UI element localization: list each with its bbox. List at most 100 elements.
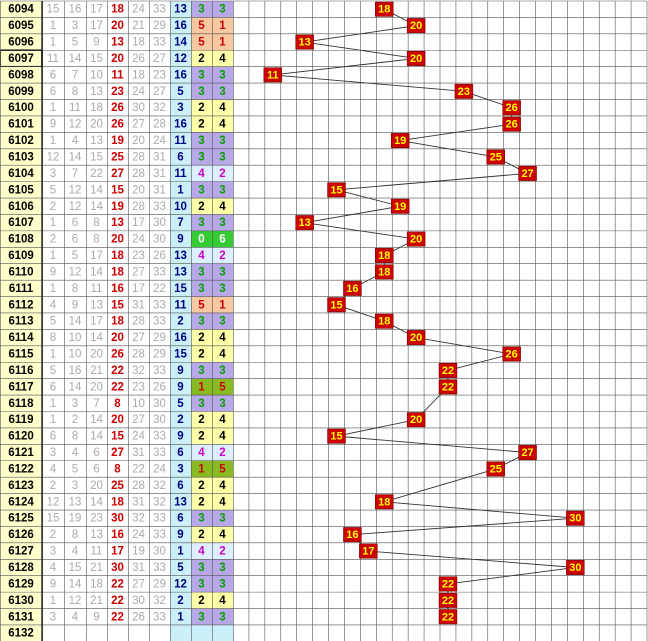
ratio-b: 4 xyxy=(219,201,226,213)
ratio-a: 4 xyxy=(198,546,205,558)
draw-number: 24 xyxy=(132,431,145,443)
draw-number: 14 xyxy=(69,53,82,65)
draw-number: 15 xyxy=(47,513,60,525)
special-cell-bg xyxy=(170,329,191,346)
special-number: 9 xyxy=(177,431,183,443)
ratio-cell-bg xyxy=(191,477,233,494)
trend-marker xyxy=(295,215,314,231)
ratio-cell-bg xyxy=(191,296,233,313)
draw-number: 10 xyxy=(90,69,103,81)
special-cell-bg xyxy=(170,198,191,215)
draw-number: 4 xyxy=(72,611,79,623)
draw-number: 28 xyxy=(132,151,145,163)
period-label: 6131 xyxy=(8,611,34,623)
draw-number: 14 xyxy=(90,184,103,196)
special-number: 9 xyxy=(177,365,183,377)
ratio-cell-bg xyxy=(191,510,233,527)
draw-number: 27 xyxy=(153,86,166,98)
ratio-a: 3 xyxy=(198,316,204,328)
draw-number: 16 xyxy=(69,4,82,16)
draw-number: 23 xyxy=(153,69,166,81)
draw-number: 25 xyxy=(111,480,124,492)
draw-number: 33 xyxy=(153,201,166,213)
ratio-cell-bg xyxy=(191,345,233,363)
trend-marker xyxy=(502,346,521,362)
period-cell-bg xyxy=(0,1,42,18)
ratio-b: 4 xyxy=(219,332,226,344)
trend-line-segment xyxy=(400,123,512,142)
draw-number: 7 xyxy=(72,69,78,81)
draw-number: 30 xyxy=(153,234,166,246)
draw-number: 18 xyxy=(132,69,145,81)
trend-marker xyxy=(406,51,426,66)
period-label: 6102 xyxy=(8,135,34,147)
ratio-b: 2 xyxy=(219,447,225,459)
draw-number: 28 xyxy=(132,316,145,328)
draw-number: 27 xyxy=(111,447,124,459)
ratio-b: 3 xyxy=(219,316,225,328)
ratio-b: 1 xyxy=(219,299,226,311)
draw-number: 18 xyxy=(90,102,103,114)
ratio-cell-bg xyxy=(191,378,233,396)
period-label: 6112 xyxy=(9,299,34,311)
period-cell-bg xyxy=(0,460,42,478)
trend-marker-label: 18 xyxy=(378,266,390,278)
special-cell-bg xyxy=(170,132,191,149)
special-number: 9 xyxy=(177,381,183,393)
trend-line-segment xyxy=(368,550,576,568)
period-cell-bg xyxy=(0,99,42,116)
trend-marker-label: 25 xyxy=(490,151,502,163)
ratio-cell-bg xyxy=(191,165,233,182)
special-cell-bg xyxy=(170,280,191,297)
draw-number: 7 xyxy=(93,398,99,410)
period-cell-bg xyxy=(0,477,42,494)
ratio-b: 4 xyxy=(219,414,226,426)
draw-number: 17 xyxy=(111,546,124,558)
draw-number: 3 xyxy=(72,398,78,410)
draw-number: 13 xyxy=(90,529,103,541)
ratio-cell-bg xyxy=(191,50,233,67)
ratio-b: 3 xyxy=(219,562,225,574)
draw-number: 6 xyxy=(50,69,56,81)
ratio-b: 4 xyxy=(219,53,226,65)
period-cell-bg xyxy=(0,575,42,593)
ratio-cell-bg xyxy=(191,66,233,84)
draw-number: 3 xyxy=(50,447,56,459)
draw-number: 22 xyxy=(111,578,124,590)
special-cell-bg xyxy=(170,148,191,166)
trend-marker xyxy=(486,149,505,165)
draw-number: 32 xyxy=(153,480,166,492)
period-label: 6109 xyxy=(8,250,34,262)
trend-line-segment xyxy=(447,567,576,585)
ratio-b: 4 xyxy=(219,496,226,508)
draw-number: 31 xyxy=(132,299,145,311)
draw-number: 33 xyxy=(153,529,166,541)
ratio-cell-bg xyxy=(191,460,233,478)
draw-number: 24 xyxy=(132,4,145,16)
trend-marker-label: 11 xyxy=(267,69,279,81)
special-number: 6 xyxy=(177,480,183,492)
trend-marker xyxy=(327,297,346,313)
ratio-a: 2 xyxy=(198,332,204,344)
period-cell-bg xyxy=(0,444,42,461)
draw-number: 9 xyxy=(50,119,56,131)
trend-marker xyxy=(343,280,362,296)
draw-number: 30 xyxy=(132,102,145,114)
draw-number: 33 xyxy=(153,447,166,459)
period-label: 6124 xyxy=(8,496,34,508)
trend-line-segment xyxy=(336,419,417,437)
trend-marker xyxy=(438,576,458,592)
draw-number: 29 xyxy=(153,20,166,32)
period-label: 6128 xyxy=(8,562,34,574)
draw-number: 20 xyxy=(111,53,124,65)
period-label: 6108 xyxy=(8,234,34,246)
ratio-a: 3 xyxy=(198,86,204,98)
trend-marker xyxy=(406,231,426,247)
period-label: 6098 xyxy=(8,69,34,81)
trend-marker xyxy=(406,412,426,428)
draw-number: 8 xyxy=(93,234,99,246)
period-label: 6113 xyxy=(9,316,34,328)
draw-number: 30 xyxy=(132,595,145,607)
ratio-a: 3 xyxy=(198,4,204,16)
ratio-b: 3 xyxy=(219,365,225,377)
